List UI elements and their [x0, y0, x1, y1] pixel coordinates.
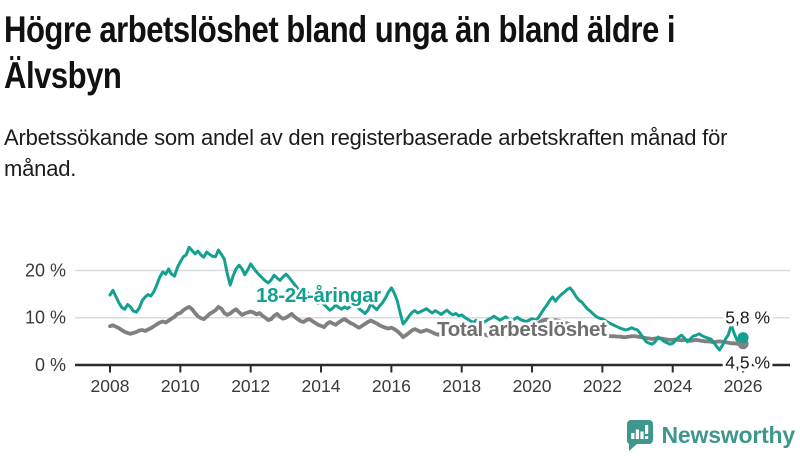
unemployment-line-chart: 2008 2010 2012 2014 2016 2018 2020 2022 2024 2026…: [25, 245, 790, 396]
brand-name: Newsworthy: [661, 421, 796, 448]
x-tick-label: 2010: [161, 376, 200, 396]
x-tick-label: 2024: [653, 376, 692, 396]
x-tick-label: 2014: [302, 376, 341, 396]
y-tick-label: 20 %: [25, 261, 66, 281]
end-value-label: 4,5 %: [725, 353, 770, 373]
series-end-dot: [737, 332, 749, 344]
x-tick-label: 2022: [583, 376, 622, 396]
x-tick-label: 2026: [724, 376, 763, 396]
x-tick-label: 2016: [372, 376, 411, 396]
page-title: Högre arbetslöshet bland unga än bland ä…: [4, 9, 676, 96]
x-tick-label: 2020: [513, 376, 552, 396]
y-tick-label: 0 %: [35, 355, 66, 375]
series-line: [108, 245, 745, 352]
chart-subtitle: Arbetssökande som andel av den registerb…: [4, 125, 728, 181]
newsworthy-bubble-chart-icon: [626, 420, 653, 451]
end-value-label: 5,8 %: [725, 308, 770, 328]
y-tick-label: 10 %: [25, 308, 66, 328]
series-line: [108, 304, 745, 346]
x-tick-label: 2008: [91, 376, 130, 396]
series-label: 18-24-åringar: [256, 284, 381, 307]
newsworthy-logo[interactable]: Newsworthy: [624, 418, 795, 452]
x-tick-label: 2012: [231, 376, 270, 396]
x-tick-label: 2018: [442, 376, 481, 396]
series-label: Total arbetslöshet: [437, 318, 607, 341]
